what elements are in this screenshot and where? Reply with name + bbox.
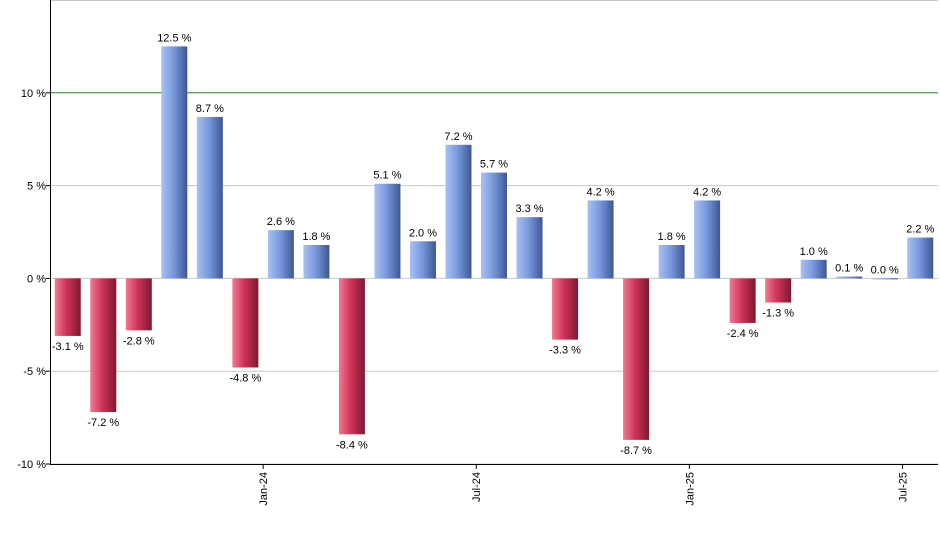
bar-negative: [54, 278, 81, 336]
x-tick-label: Jan-25: [684, 472, 696, 506]
bar-positive: [481, 172, 507, 279]
bar-value-label: 4.2 %: [586, 186, 614, 198]
bar-value-label: 1.8 %: [302, 231, 330, 243]
bar-value-label: 8.7 %: [196, 103, 224, 115]
bar-positive: [800, 259, 827, 279]
x-tick-label: Jul-25: [897, 472, 909, 502]
y-tick-label: 5 %: [27, 181, 46, 193]
bar-negative: [623, 278, 650, 440]
bar-value-label: 5.7 %: [480, 159, 508, 171]
bar-value-label: -8.4 %: [336, 439, 368, 451]
bar-negative: [338, 278, 365, 435]
y-tick-label: -10 %: [17, 459, 46, 471]
bar-value-label: 7.2 %: [444, 131, 472, 143]
bar-negative: [552, 278, 579, 340]
bar-value-label: 2.2 %: [906, 224, 934, 236]
bar-value-label: 0.0 %: [871, 264, 899, 276]
bar-positive: [836, 276, 863, 279]
bar-positive: [871, 278, 898, 280]
bar-value-label: -8.7 %: [620, 445, 652, 457]
bar-value-label: -3.3 %: [549, 345, 581, 357]
bar-value-label: -7.2 %: [87, 417, 119, 429]
bar-value-label: 3.3 %: [515, 203, 543, 215]
bar-value-label: -2.4 %: [727, 328, 759, 340]
bar-positive: [907, 237, 934, 279]
bar-negative: [90, 278, 117, 413]
bar-positive: [267, 230, 294, 279]
bar-positive: [409, 241, 436, 279]
bar-negative: [729, 278, 756, 323]
bar-positive: [658, 244, 685, 279]
bar-positive: [445, 144, 472, 279]
bar-positive: [161, 46, 188, 279]
bar-positive: [196, 116, 223, 279]
y-tick-label: -5 %: [23, 366, 46, 378]
bar-value-label: 2.6 %: [267, 216, 295, 228]
bar-negative: [232, 278, 259, 368]
bar-value-label: 0.1 %: [835, 263, 863, 275]
x-tick-label: Jul-24: [471, 472, 483, 502]
bar-value-label: -1.3 %: [762, 308, 794, 320]
bar-positive: [374, 183, 401, 279]
bar-value-label: -3.1 %: [52, 341, 84, 353]
bar-value-label: 1.0 %: [800, 246, 828, 258]
y-tick-label: 10 %: [21, 88, 46, 100]
bar-positive: [694, 200, 721, 279]
bar-value-label: -2.8 %: [123, 335, 155, 347]
bars: [54, 46, 934, 440]
bar-positive: [516, 217, 543, 279]
bar-value-label: 5.1 %: [373, 170, 401, 182]
bar-value-label: 12.5 %: [157, 32, 191, 44]
bar-value-label: 1.8 %: [658, 231, 686, 243]
bar-positive: [587, 200, 614, 279]
data-labels: -3.1 % -7.2 % -2.8 % 12.5 % 8.7 % -4.8 % 2.6 %…: [52, 32, 935, 456]
bar-negative: [765, 278, 792, 303]
bar-value-label: 4.2 %: [693, 186, 721, 198]
bar-negative: [125, 278, 152, 331]
bar-value-label: -4.8 %: [229, 372, 261, 384]
axes: -10 % -5 % 0 % 5 % 10 % Jan-24 Jul-24 Jan-25 Jul…: [17, 0, 938, 506]
bar-value-label: 2.0 %: [409, 227, 437, 239]
y-tick-label: 0 %: [27, 273, 46, 285]
x-tick-label: Jan-24: [258, 472, 270, 506]
bar-positive: [303, 244, 330, 279]
